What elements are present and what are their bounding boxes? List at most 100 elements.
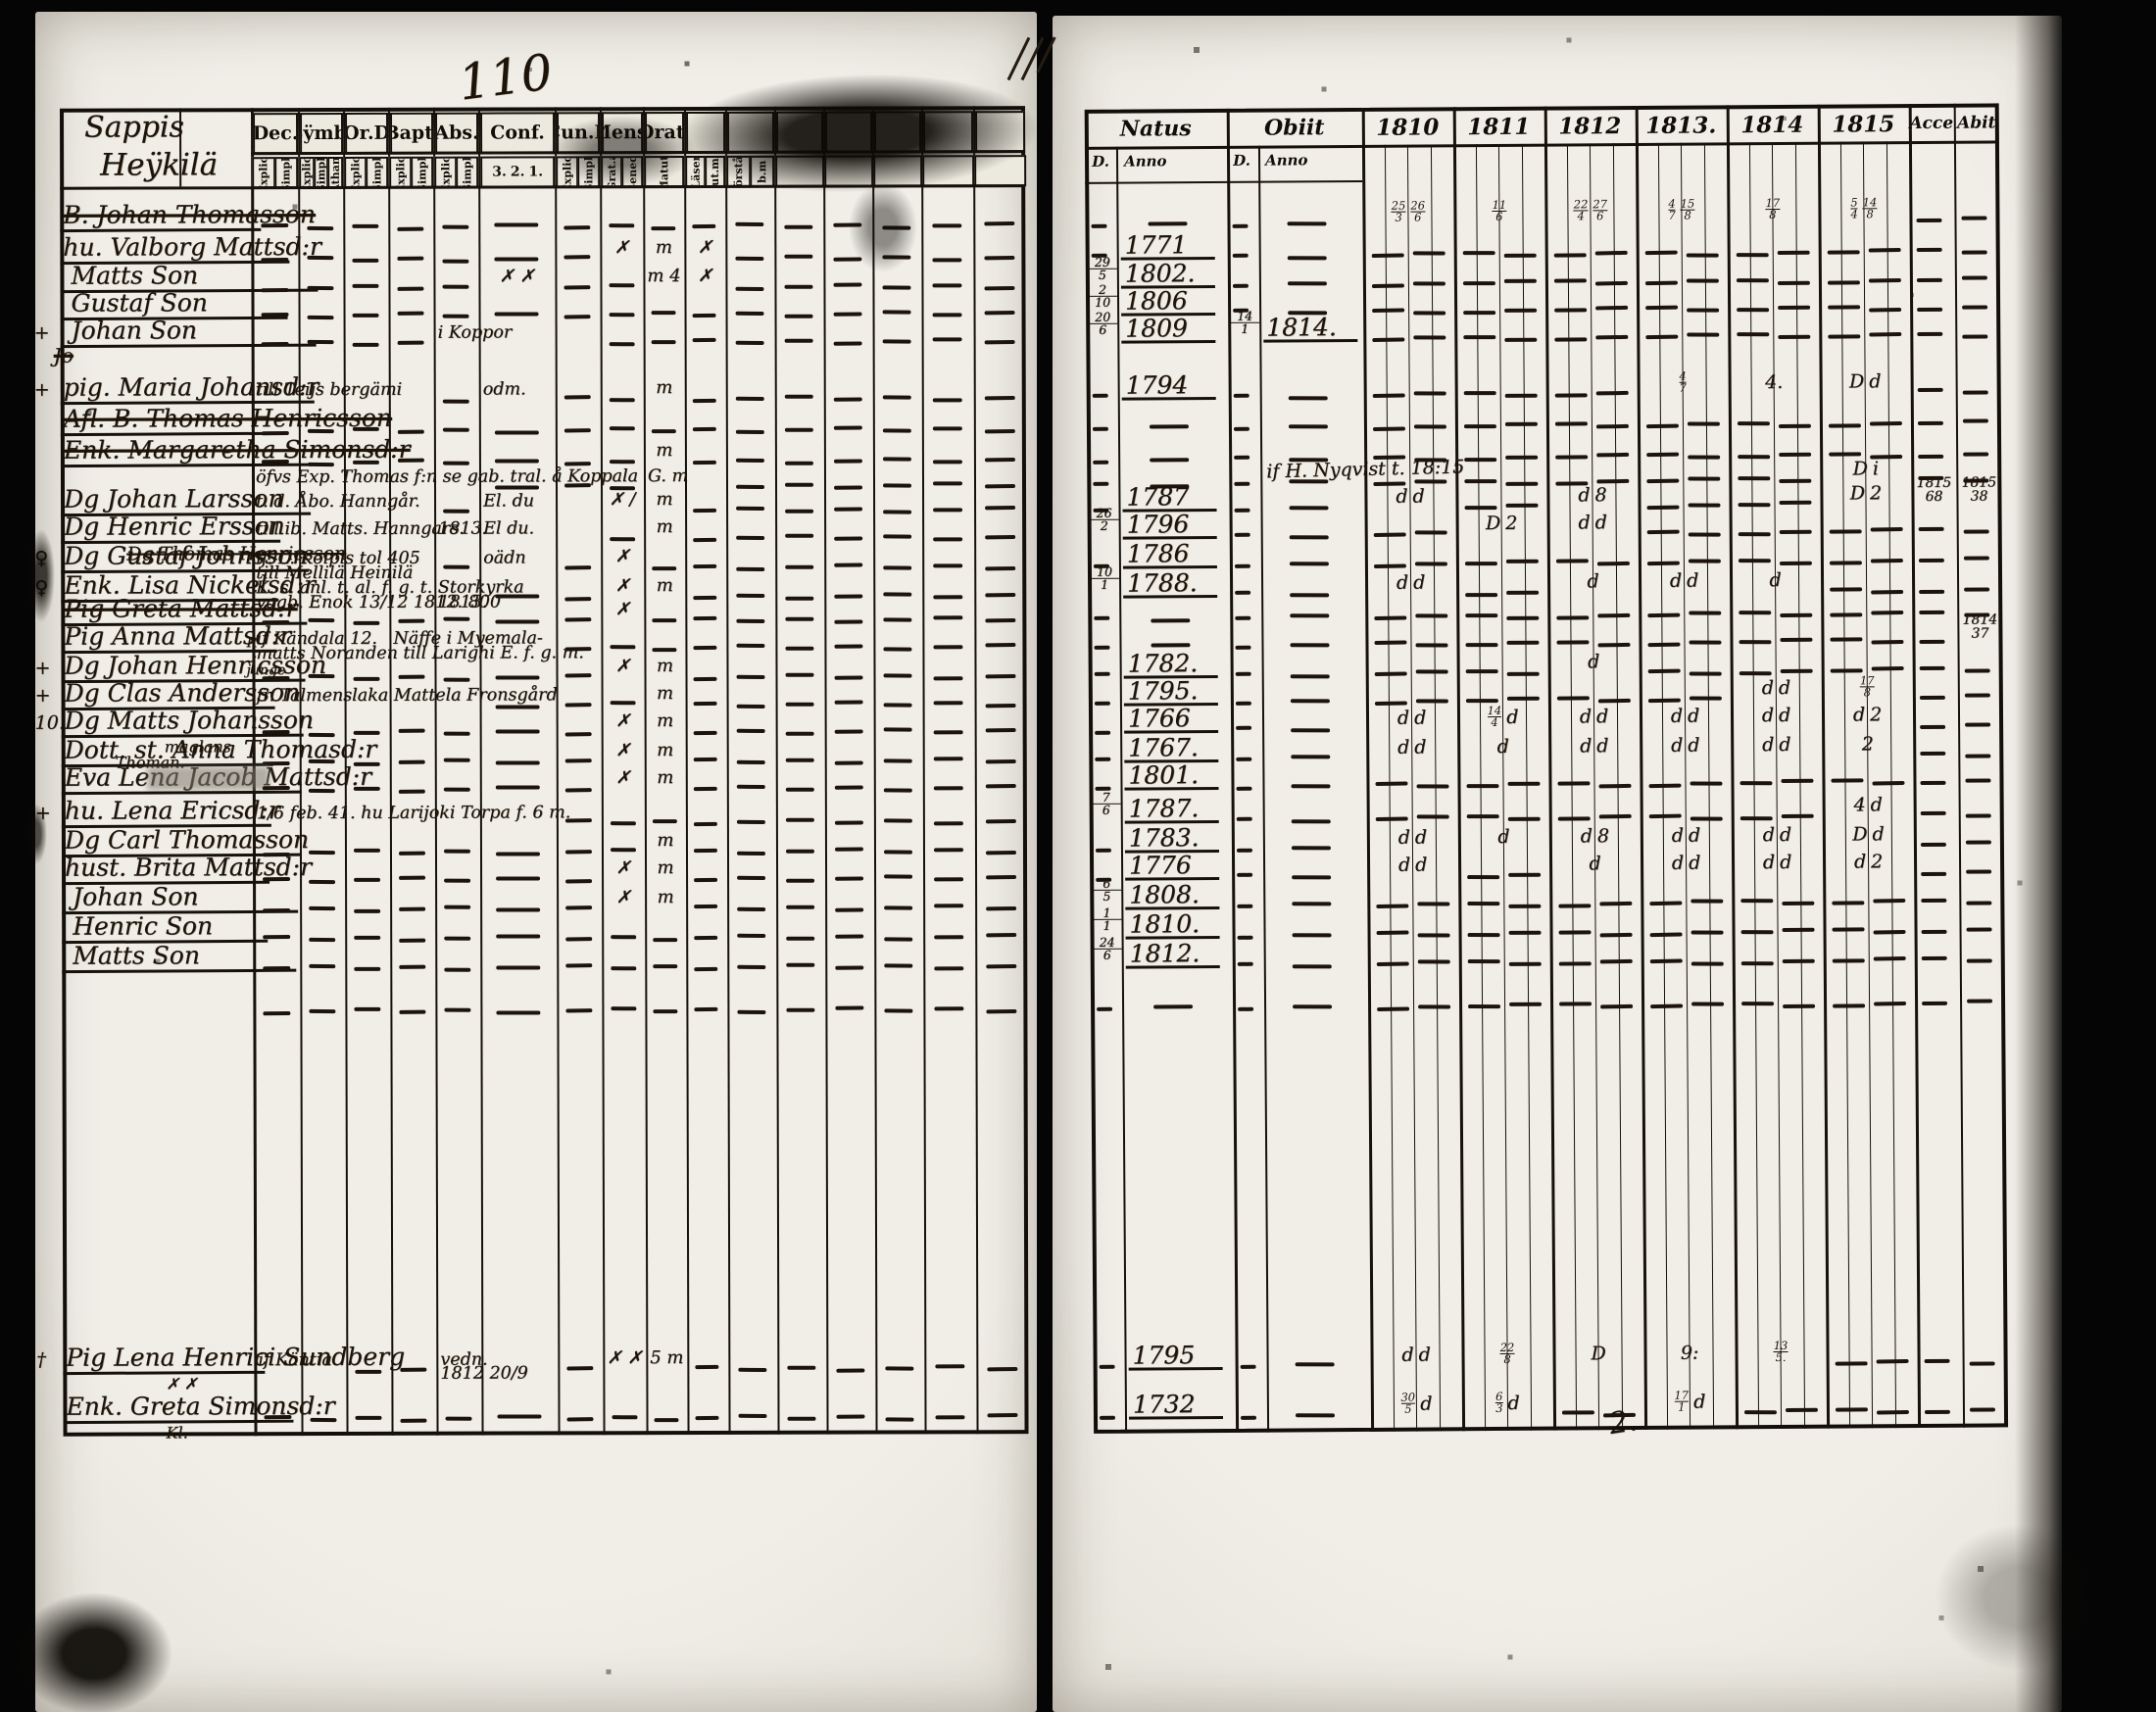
- natus-day: 24 6: [1092, 935, 1122, 962]
- communion-letter: 9:: [1680, 1342, 1699, 1364]
- cell-dash: [1288, 396, 1328, 400]
- cell-dash: [1555, 455, 1589, 460]
- right-header-Obiit: Obiit: [1264, 115, 1325, 141]
- cell-dash: [1554, 337, 1588, 342]
- cell-dash: [1553, 253, 1587, 258]
- cell-dash: [1965, 778, 1991, 783]
- ink-smudge: [549, 116, 696, 186]
- cell-dash: [1827, 250, 1860, 255]
- cell-dash: [1690, 781, 1723, 786]
- paper-specks: [0, 0, 2, 2]
- cell-dash: [1594, 280, 1628, 285]
- cell-dash: [1464, 562, 1497, 565]
- communion-letter: 2: [1871, 851, 1884, 873]
- cell-dash: [1965, 813, 1991, 818]
- cell-dash: [1374, 640, 1407, 645]
- cell-dash: [1374, 615, 1407, 620]
- communion-letter: d: [1414, 736, 1427, 758]
- cell-dash: [1237, 961, 1253, 966]
- cell-dash: [1965, 722, 1991, 727]
- communion-letter: d: [1670, 734, 1684, 757]
- cell-dash: [1292, 875, 1332, 879]
- cell-dash: [1095, 757, 1111, 761]
- cell-dash: [1415, 669, 1448, 674]
- communion-date: 13 5.: [1773, 1339, 1788, 1365]
- cell-dash: [1236, 816, 1252, 821]
- cell-dash: [1966, 958, 1992, 963]
- cell-dash: [1093, 481, 1109, 486]
- cell-dash: [1148, 221, 1188, 225]
- cell-dash: [1094, 645, 1110, 650]
- communion-letter: d: [1594, 512, 1607, 534]
- cell-dash: [1506, 696, 1540, 701]
- cell-dash: [1238, 1006, 1254, 1011]
- cell-dash: [1688, 455, 1721, 460]
- cell-dash: [1507, 781, 1541, 786]
- communion-letter: 2: [1869, 704, 1883, 726]
- cell-dash: [1918, 526, 1944, 531]
- cell-dash: [1556, 640, 1590, 645]
- cell-dash: [1287, 221, 1327, 225]
- cell-dash: [1234, 481, 1250, 486]
- cell-dash: [1377, 1006, 1410, 1011]
- communion-letter: d: [1396, 707, 1410, 729]
- cell-dash: [1463, 391, 1496, 395]
- cell-dash: [1508, 961, 1542, 966]
- cell-dash: [1595, 334, 1629, 339]
- cell-dash: [1371, 253, 1404, 258]
- cell-dash: [1921, 871, 1947, 876]
- cell-dash: [1830, 612, 1863, 617]
- year-marks-1812: d: [1549, 566, 1637, 593]
- communion-letter: 2: [1861, 733, 1874, 756]
- cell-dash: [1558, 961, 1592, 966]
- year-marks-1814: d: [1732, 565, 1819, 592]
- ink-smudge: [849, 182, 917, 272]
- communion-letter: 8: [1594, 484, 1607, 507]
- cell-dash: [1504, 421, 1538, 426]
- cell-dash: [1293, 1004, 1333, 1008]
- communion-date: 26 6: [1410, 198, 1426, 224]
- natus-year: 1812.: [1129, 939, 1200, 968]
- cell-dash: [1289, 535, 1329, 539]
- cell-dash: [1094, 671, 1110, 676]
- cell-dash: [1689, 611, 1722, 615]
- natus-year: 1795: [1132, 1341, 1196, 1370]
- natus-day: 29 5: [1087, 255, 1117, 282]
- cell-dash: [1508, 930, 1542, 935]
- cell-dash: [1740, 930, 1774, 934]
- cell-dash: [1782, 927, 1815, 932]
- cell-dash: [1874, 1001, 1907, 1006]
- communion-letter: d: [1671, 824, 1684, 847]
- cell-dash: [1412, 251, 1446, 256]
- year-marks-1812: 22 4 27 6: [1546, 196, 1634, 223]
- cell-dash: [1462, 281, 1495, 285]
- cell-dash: [1413, 391, 1446, 396]
- communion-letter: d: [1852, 704, 1866, 726]
- communion-letter: d: [1396, 571, 1409, 594]
- right-header-1813: 1813.: [1645, 111, 1717, 139]
- cell-dash: [1964, 587, 1990, 592]
- year-marks-1812: d: [1550, 647, 1638, 673]
- cell-dash: [1506, 671, 1540, 676]
- cell-dash: [1599, 901, 1633, 905]
- cell-dash: [1508, 872, 1542, 877]
- cell-dash: [1738, 476, 1771, 480]
- cell-dash: [1645, 334, 1679, 339]
- cell-dash: [1969, 1407, 1995, 1412]
- cell-dash: [1556, 615, 1590, 620]
- cell-dash: [1869, 420, 1902, 426]
- cell-dash: [1463, 311, 1496, 315]
- cell-dash: [1778, 305, 1811, 310]
- cell-dash: [1916, 277, 1942, 282]
- cell-dash: [1291, 819, 1331, 823]
- cell-dash: [1924, 1358, 1950, 1363]
- cell-dash: [1232, 253, 1249, 258]
- communion-letter: d: [1401, 1344, 1414, 1366]
- cell-dash: [1092, 393, 1108, 398]
- cell-dash: [1647, 612, 1681, 617]
- cell-dash: [1646, 505, 1680, 510]
